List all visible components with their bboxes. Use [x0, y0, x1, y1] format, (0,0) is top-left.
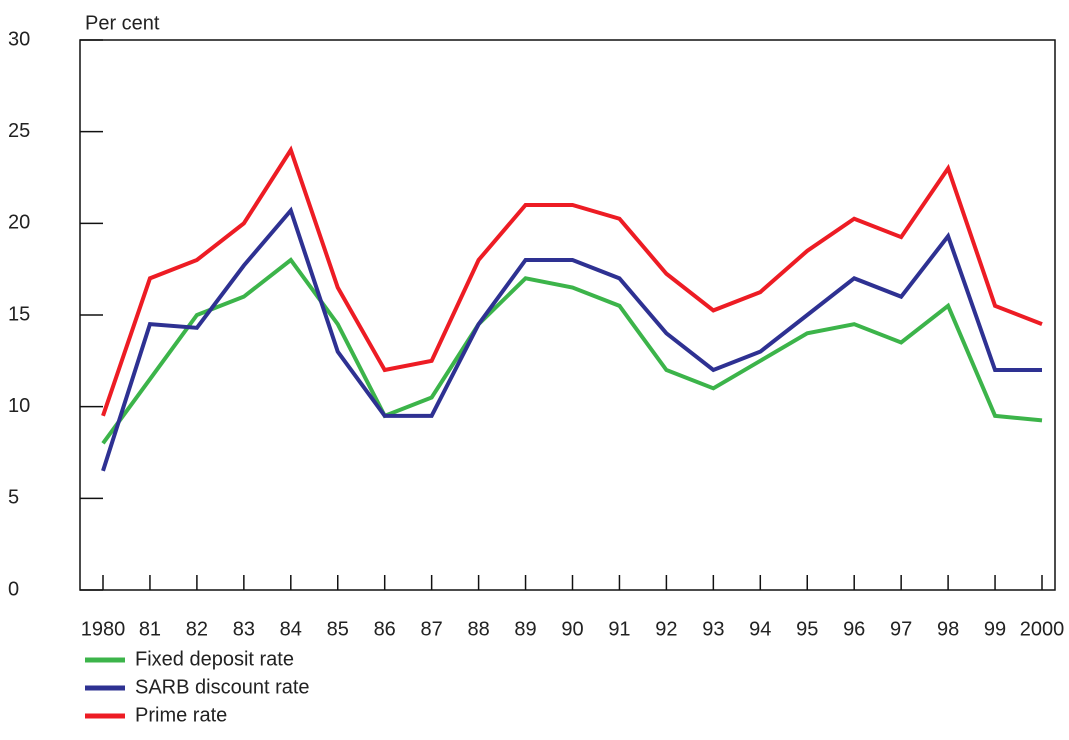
x-tick-label: 99: [984, 618, 1006, 640]
legend-label: Fixed deposit rate: [135, 648, 294, 670]
x-tick-label: 95: [796, 618, 818, 640]
y-tick-label: 15: [8, 303, 30, 325]
plot-frame: [79, 39, 1056, 591]
x-tick-label: 1980: [81, 618, 126, 640]
series-line: [101, 206, 1042, 472]
x-tick-label: 81: [139, 618, 161, 640]
x-tick-label: 82: [186, 618, 208, 640]
x-tick-label: 98: [937, 618, 959, 640]
x-tick-label: 2000: [1020, 618, 1065, 640]
legend-label: Prime rate: [135, 704, 227, 726]
x-tick-label: 93: [702, 618, 724, 640]
series-line: [101, 145, 1043, 417]
x-tick-label: 91: [608, 618, 630, 640]
series-line: [101, 257, 1043, 445]
x-tick-label: 88: [467, 618, 489, 640]
x-tick-label: 89: [514, 618, 536, 640]
x-tick-label: 87: [421, 618, 443, 640]
x-tick-label: 85: [327, 618, 349, 640]
x-tick-label: 83: [233, 618, 255, 640]
x-tick-label: 84: [280, 618, 302, 640]
y-tick-label: 0: [8, 578, 19, 600]
y-axis-label: Per cent: [85, 12, 160, 34]
x-tick-label: 94: [749, 618, 771, 640]
y-tick-label: 20: [8, 212, 30, 234]
legend-label: SARB discount rate: [135, 676, 310, 698]
x-tick-label: 90: [561, 618, 583, 640]
y-tick-label: 30: [8, 28, 30, 50]
y-tick-label: 25: [8, 120, 30, 142]
x-tick-label: 86: [374, 618, 396, 640]
y-tick-label: 10: [8, 395, 30, 417]
y-tick-label: 5: [8, 487, 19, 509]
x-tick-label: 96: [843, 618, 865, 640]
x-tick-label: 97: [890, 618, 912, 640]
x-tick-label: 92: [655, 618, 677, 640]
